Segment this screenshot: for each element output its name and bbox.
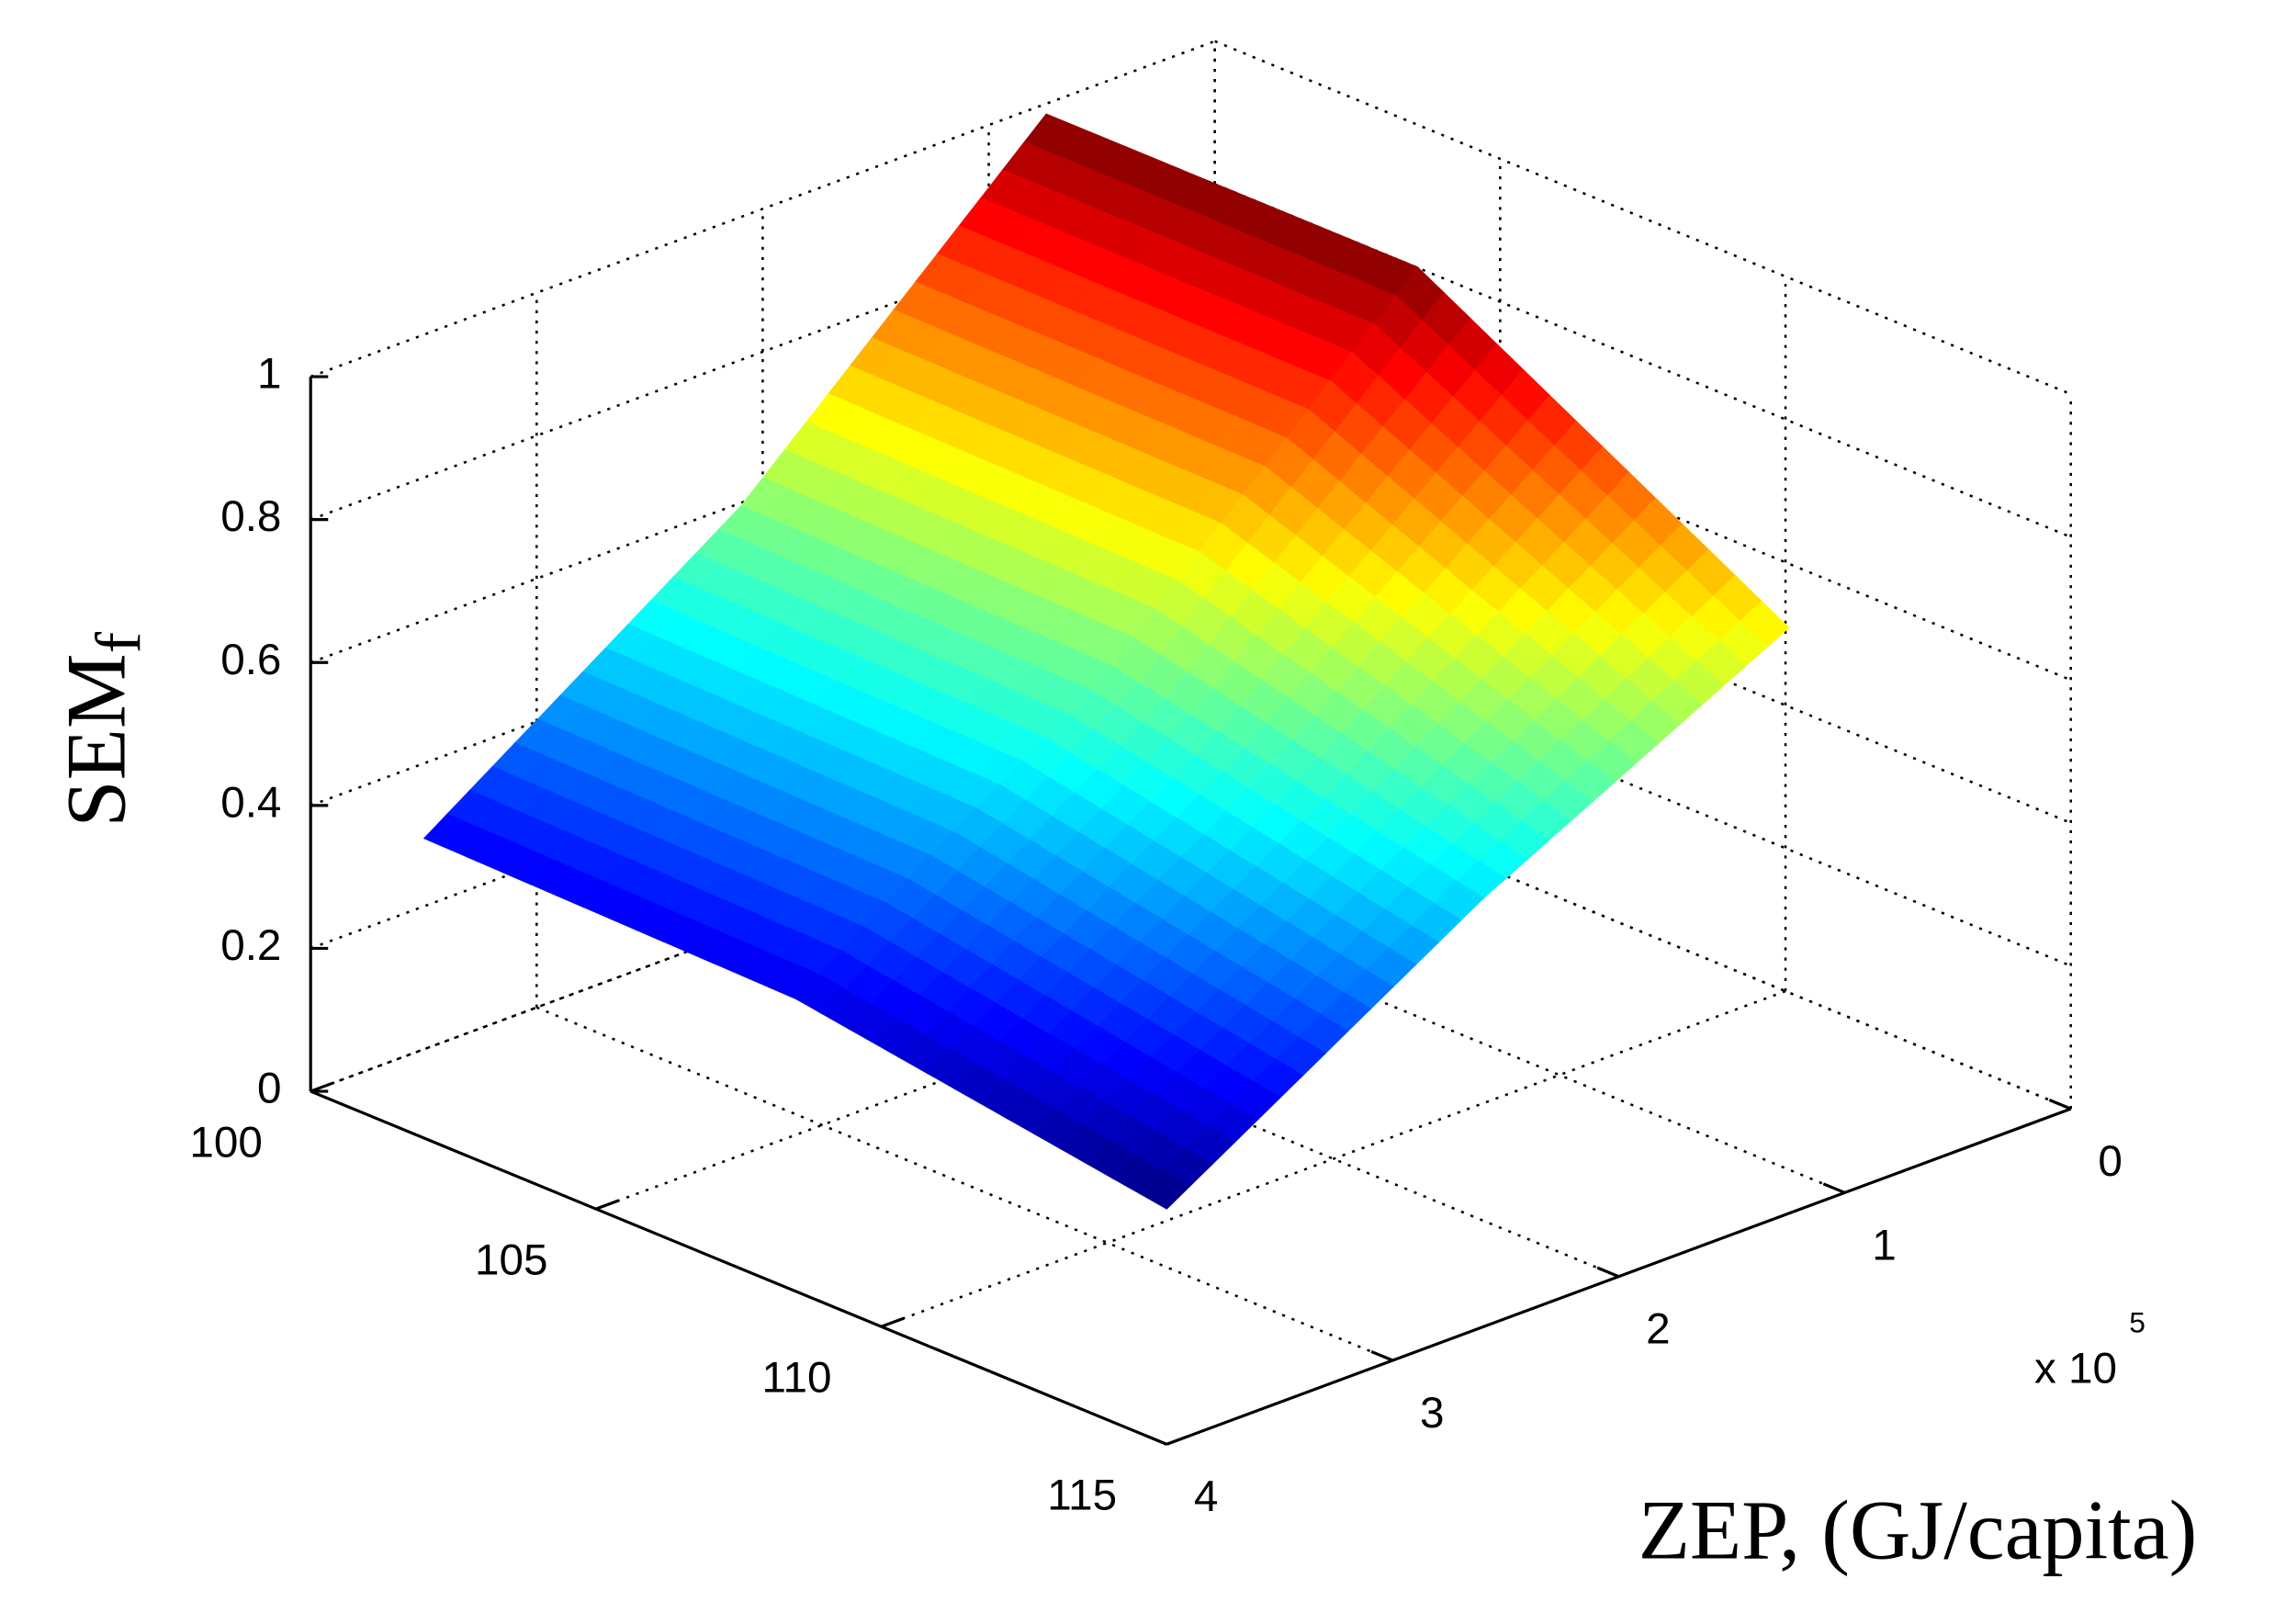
x-tick-label: 100 (189, 1118, 262, 1167)
z-tick-label: 0.2 (220, 921, 281, 970)
x-tick (881, 1316, 905, 1328)
y-tick (1370, 1349, 1393, 1362)
y-tick (1596, 1266, 1620, 1279)
y-tick (1822, 1182, 1846, 1194)
x-tick-label: 115 (1047, 1472, 1117, 1520)
z-tick-label: 0.6 (220, 636, 281, 684)
surface-patch (1138, 1169, 1191, 1210)
x-axis (310, 1089, 1167, 1446)
grid-line (881, 989, 1786, 1328)
z-label-subscript: f (84, 631, 155, 653)
z-axis-label: SEMf (49, 631, 154, 827)
y-exponent: 5 (2129, 1306, 2145, 1339)
y-exponent-base: x 10 (2034, 1345, 2117, 1393)
grid-line (535, 1006, 1393, 1362)
x-tick-label: 105 (475, 1235, 547, 1284)
y-tick-label: 4 (1194, 1472, 1219, 1521)
x-tick (595, 1199, 620, 1211)
surface (422, 113, 1790, 1210)
y-axis (1166, 1107, 2072, 1446)
z-tick-label: 0.4 (220, 778, 281, 827)
z-label-base: SEM (49, 653, 142, 827)
y-tick (2048, 1099, 2072, 1111)
y-tick-label: 2 (1646, 1305, 1671, 1354)
y-tick-label: 0 (2098, 1137, 2123, 1186)
grid-line (1214, 39, 2072, 396)
z-tick-label: 1 (257, 350, 282, 399)
y-axis-label: ZEP, (GJ/capita) (1639, 1483, 2198, 1577)
z-tick-label: 0 (257, 1065, 282, 1113)
y-tick-label: 3 (1420, 1389, 1445, 1438)
y-tick-label: 1 (1872, 1221, 1896, 1269)
z-tick-label: 0.8 (220, 492, 281, 541)
axes: 100 105 110 115 0 1 2 3 4 0 0.2 0.4 0.6 0.8 1 (189, 350, 2122, 1522)
grid-line (310, 39, 1216, 378)
x-tick-label: 110 (762, 1354, 832, 1403)
grid-line (310, 183, 1216, 521)
